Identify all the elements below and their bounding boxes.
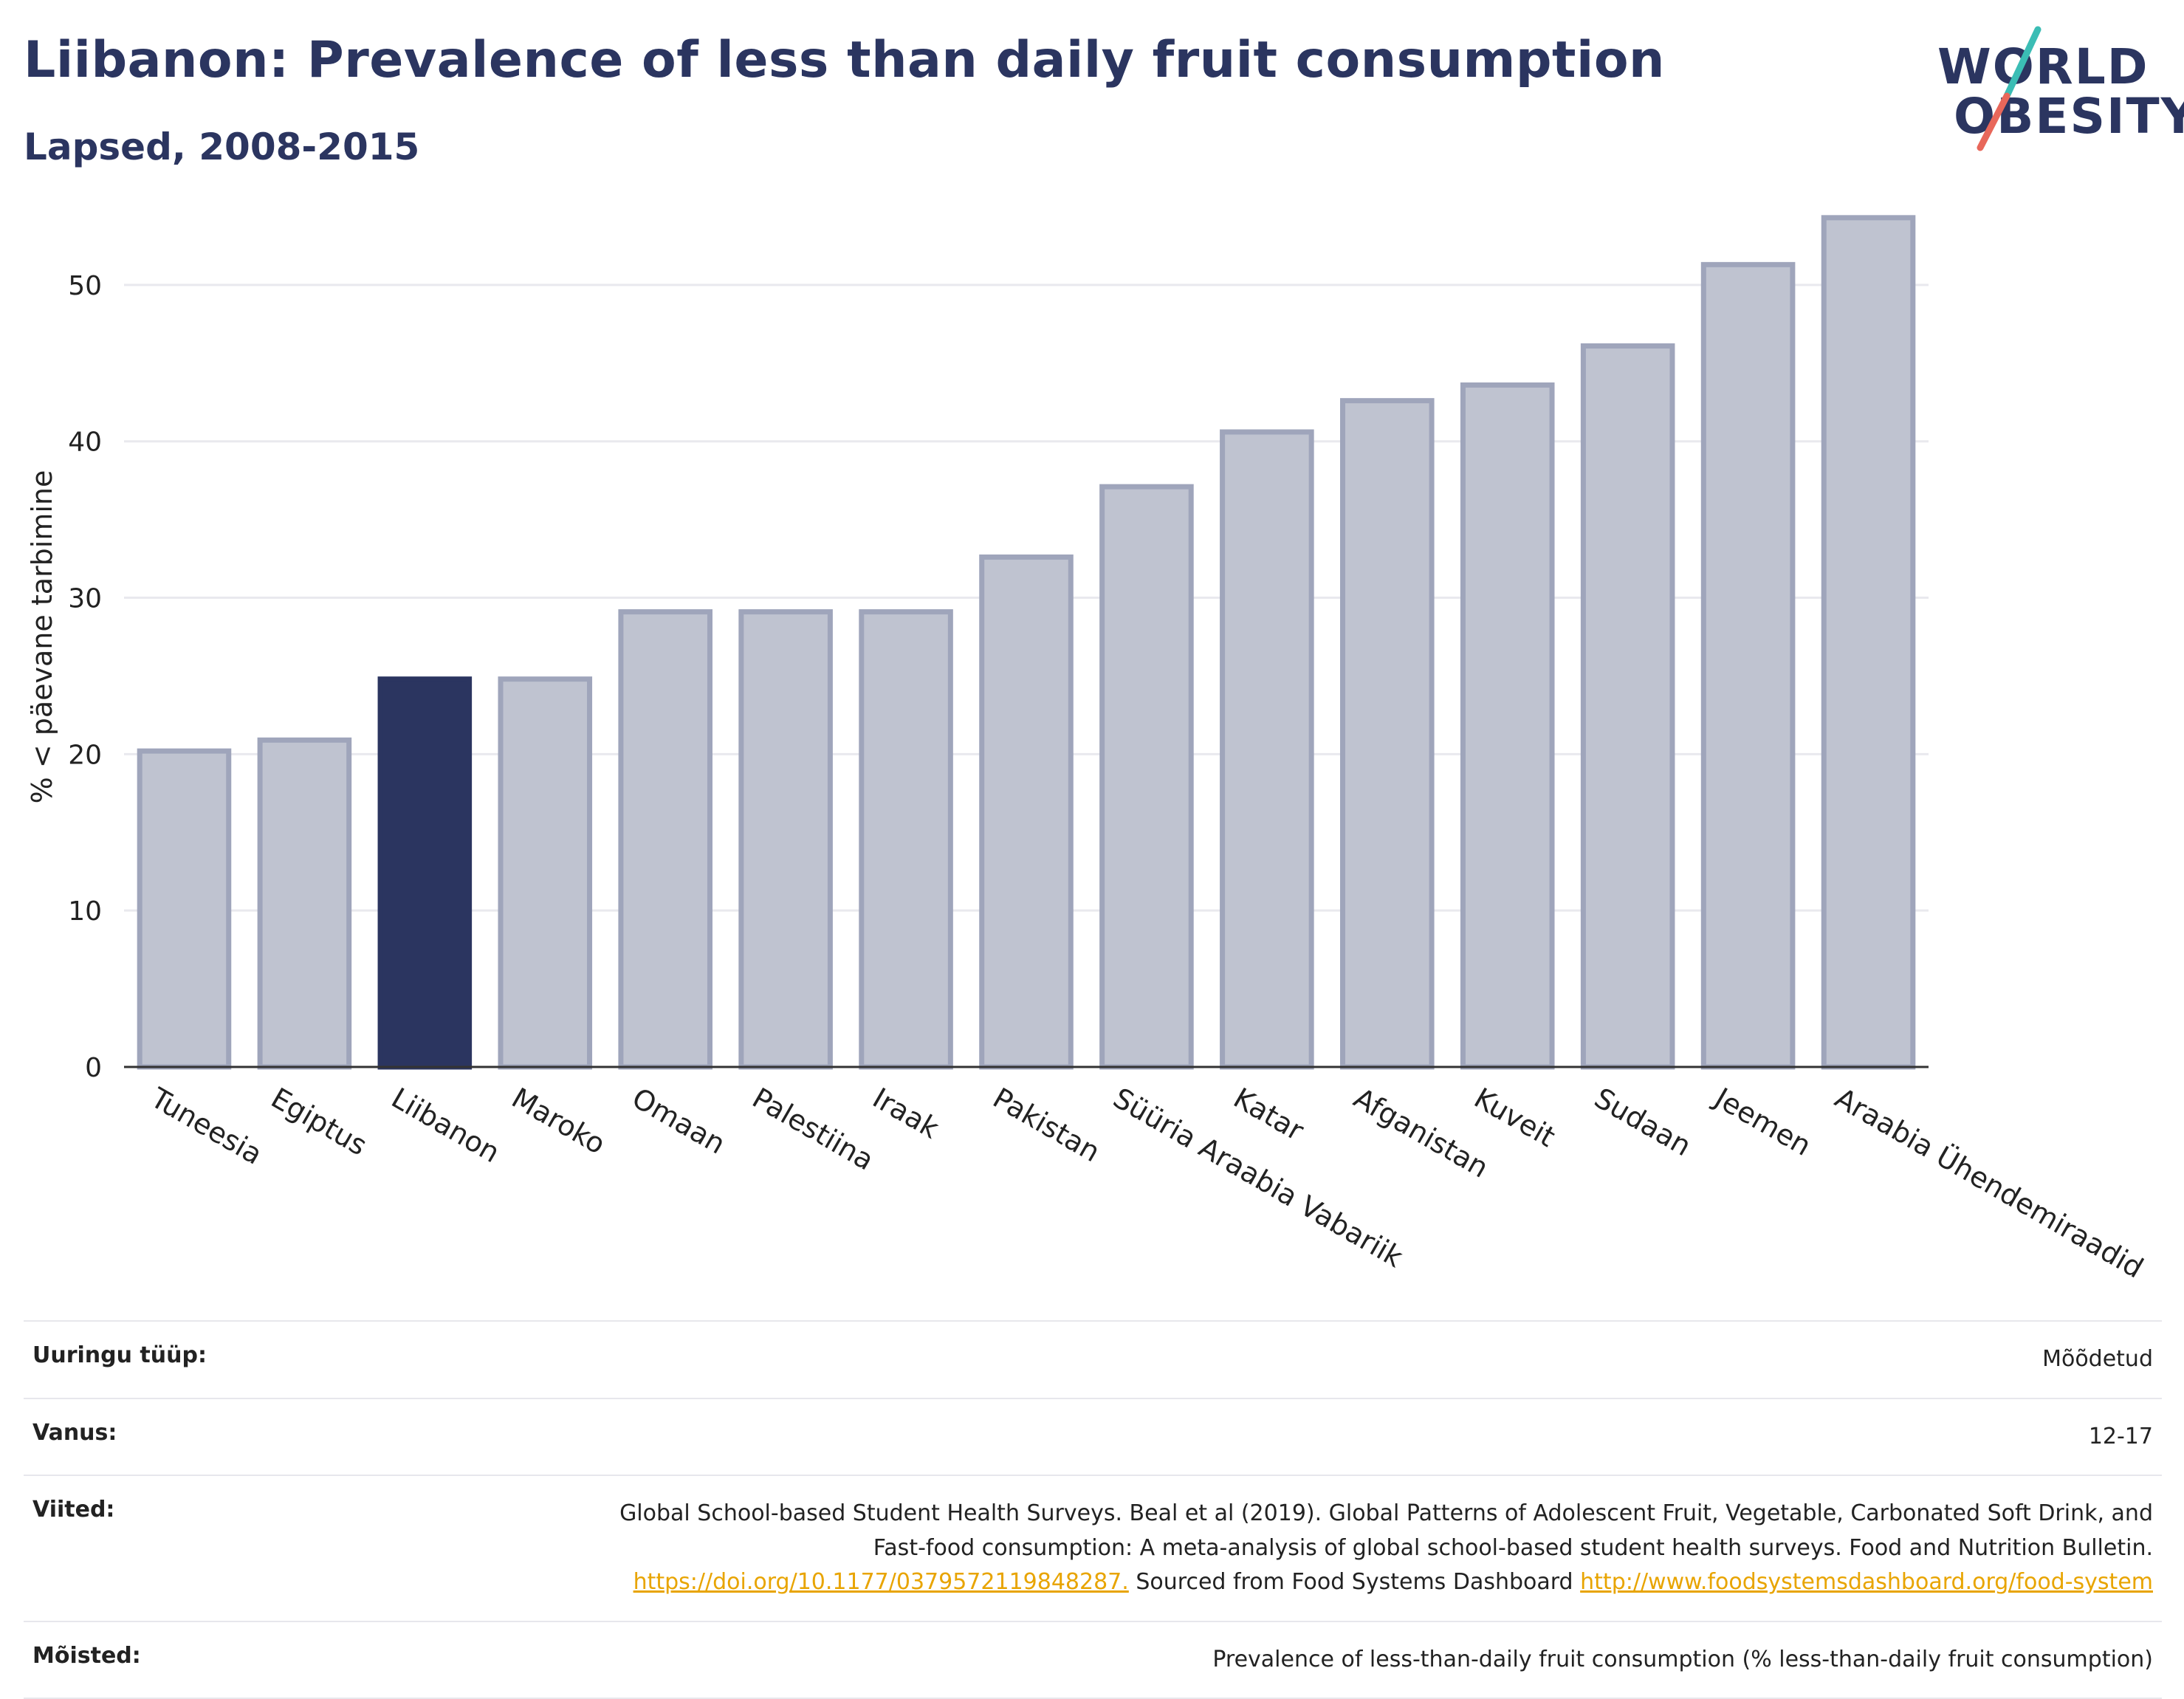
bar[interactable] (380, 679, 470, 1067)
x-tick-label: Kuveit (1469, 1082, 1561, 1153)
bar[interactable] (1824, 218, 1913, 1067)
bar[interactable] (1102, 487, 1192, 1067)
bar[interactable] (260, 740, 349, 1067)
meta-value: 12-17 (2089, 1420, 2153, 1455)
bar[interactable] (621, 612, 710, 1067)
y-tick-label: 20 (68, 740, 102, 770)
meta-label: Vanus: (32, 1420, 117, 1446)
doi-link[interactable]: https://doi.org/10.1177/0379572119848287… (633, 1569, 1129, 1595)
meta-value: Prevalence of less-than-daily fruit cons… (1212, 1643, 2153, 1678)
meta-row-definitions: Mõisted: Prevalence of less-than-daily f… (24, 1621, 2162, 1699)
x-tick-label: Araabia Ühendemiraadid (1830, 1082, 2149, 1285)
reference-text: Global School-based Student Health Surve… (619, 1500, 2153, 1561)
x-tick-label: Maroko (506, 1082, 611, 1161)
x-tick-label: Pakistan (988, 1082, 1106, 1169)
meta-label: Uuringu tüüp: (32, 1342, 207, 1368)
meta-row-age: Vanus: 12-17 (24, 1398, 2162, 1475)
bar[interactable] (1343, 401, 1432, 1067)
bar[interactable] (741, 612, 831, 1067)
meta-value: Global School-based Student Health Surve… (566, 1497, 2153, 1600)
bar[interactable] (982, 557, 1071, 1067)
food-systems-dashboard-link[interactable]: http://www.foodsystemsdashboard.org/food… (1580, 1569, 2153, 1595)
bar[interactable] (1463, 385, 1552, 1067)
bar[interactable] (1583, 346, 1672, 1067)
x-tick-label: Jeemen (1708, 1081, 1816, 1162)
x-tick-label: Sudaan (1589, 1082, 1697, 1163)
y-axis-ticks: 0 10 20 30 40 50 (68, 271, 102, 1083)
metadata-table: Uuringu tüüp: Mõõdetud Vanus: 12-17 Viit… (24, 1320, 2162, 1699)
x-tick-label: Katar (1228, 1082, 1309, 1147)
bar[interactable] (140, 751, 229, 1067)
meta-label: Viited: (32, 1497, 114, 1523)
bar[interactable] (1223, 432, 1312, 1067)
bar[interactable] (1703, 264, 1793, 1067)
bar[interactable] (862, 612, 951, 1067)
source-text: Sourced from Food Systems Dashboard (1136, 1569, 1573, 1595)
x-tick-label: Liibanon (386, 1082, 506, 1170)
meta-value: Mõõdetud (2042, 1342, 2153, 1377)
x-tick-label: Omaan (627, 1082, 731, 1161)
y-tick-label: 0 (85, 1053, 102, 1083)
meta-row-survey-type: Uuringu tüüp: Mõõdetud (24, 1320, 2162, 1398)
bars (140, 218, 1913, 1067)
x-tick-label: Iraak (868, 1082, 945, 1145)
chart-title: Liibanon: Prevalence of less than daily … (24, 31, 1665, 89)
logo-slash-icon (1927, 22, 2171, 155)
y-tick-label: 10 (68, 896, 102, 927)
y-tick-label: 50 (68, 271, 102, 301)
x-tick-label: Tuneesia (145, 1081, 268, 1171)
meta-label: Mõisted: (32, 1643, 141, 1669)
y-tick-label: 40 (68, 428, 102, 458)
meta-row-references: Viited: Global School-based Student Heal… (24, 1475, 2162, 1621)
bar[interactable] (501, 679, 590, 1067)
y-tick-label: 30 (68, 584, 102, 614)
x-tick-label: Palestiina (747, 1082, 879, 1177)
x-tick-label: Egiptus (266, 1082, 373, 1162)
world-obesity-logo[interactable]: WORLD OBESITY (1927, 22, 2171, 155)
x-tick-label: Afganistan (1348, 1082, 1494, 1184)
y-axis-label: % < päevane tarbimine (26, 470, 58, 804)
chart-subtitle: Lapsed, 2008-2015 (24, 126, 419, 168)
